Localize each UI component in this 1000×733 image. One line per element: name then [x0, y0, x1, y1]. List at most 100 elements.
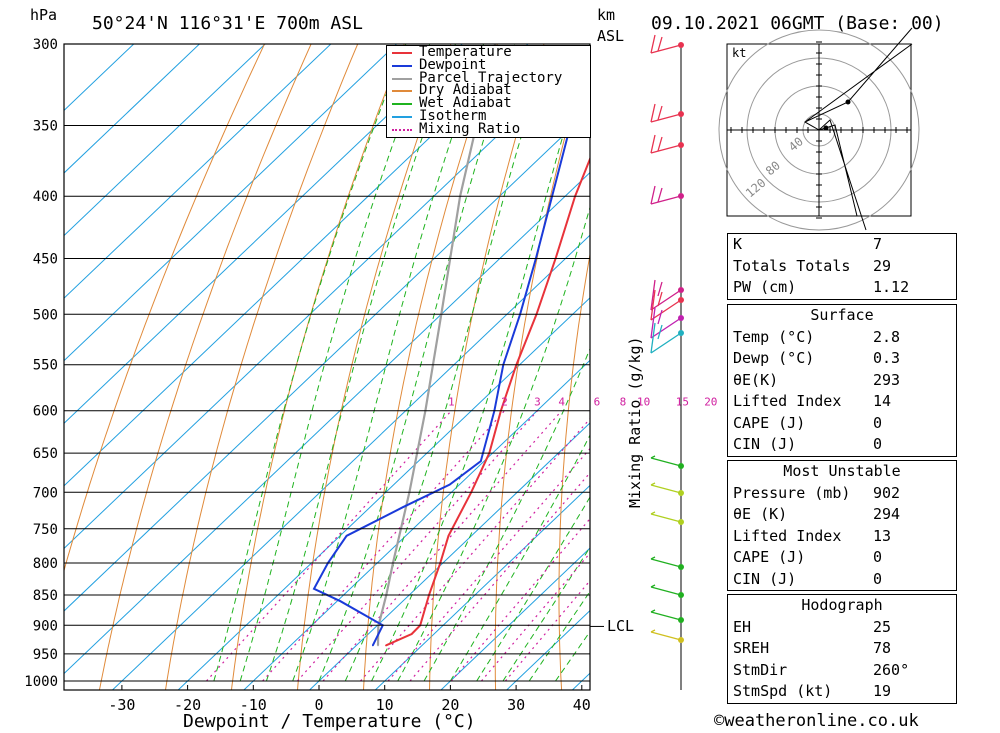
pressure-tick-label: 750 — [33, 522, 58, 538]
wet-adiabat-line — [292, 44, 485, 682]
mu-key: CIN (J) — [733, 569, 797, 588]
wind-barb-icon — [650, 185, 682, 205]
wind-barb-icon — [650, 455, 682, 467]
wind-barb-icon — [650, 556, 682, 568]
legend-entry: Wet Adiabat — [387, 95, 590, 112]
hodograph-unit: kt — [732, 46, 746, 60]
mu-row: CAPE (J) 0 — [728, 547, 956, 569]
dry-adiabat-line — [955, 8, 1000, 707]
x-tick-label: 10 — [376, 696, 394, 714]
x-tick-label: 30 — [507, 696, 525, 714]
datetime-title: 09.10.2021 06GMT (Base: 00) — [651, 13, 944, 34]
wind-barb-icon — [650, 103, 682, 123]
hodograph-table: Hodograph EH 25 SREH 78 StmDir 260° StmSpd (kt… — [727, 594, 957, 704]
wind-barb-icon — [650, 289, 682, 321]
legend-entry: Temperature — [387, 45, 590, 59]
hodo-row: SREH 78 — [728, 638, 956, 660]
surface-value: 0 — [873, 435, 883, 453]
pressure-tick-label: 400 — [33, 189, 58, 205]
most-unstable-table: Most Unstable Pressure (mb) 902 θE (K) 294 L… — [727, 460, 957, 591]
mu-value: 294 — [873, 505, 901, 523]
legend-swatch — [392, 52, 412, 54]
isotherm-line — [64, 171, 590, 675]
wind-barb-icon — [650, 482, 682, 494]
index-key: PW (cm) — [733, 278, 797, 296]
surface-key: CIN (J) — [733, 435, 797, 453]
index-value: 1.12 — [873, 278, 910, 296]
mu-key: θE (K) — [733, 505, 788, 523]
pressure-tick-label: 1000 — [24, 674, 58, 690]
temperature-line-point — [602, 125, 604, 127]
pressure-tick-label: 850 — [33, 588, 58, 604]
pressure-tick-label: 650 — [33, 446, 58, 462]
legend-swatch — [392, 90, 412, 93]
hodo-value: 19 — [873, 682, 892, 700]
surface-value: 0 — [873, 413, 883, 432]
legend-label: Wet Adiabat — [419, 95, 512, 112]
x-tick-label: 20 — [441, 696, 459, 714]
dry-adiabat-line — [429, 44, 545, 690]
surface-key: θE(K) — [733, 370, 779, 389]
wind-barb-icon — [650, 134, 682, 154]
isotherm-line — [243, 359, 590, 690]
dry-adiabat-line — [297, 44, 452, 690]
hodo-key: StmSpd (kt) — [733, 682, 833, 700]
dry-adiabat-line — [230, 44, 405, 690]
hodo-row: EH 25 — [728, 617, 956, 639]
mixing-ratio-line — [206, 410, 452, 682]
plot-frame — [63, 43, 591, 691]
dewpoint-line-point — [480, 460, 482, 462]
index-key: K — [733, 235, 743, 253]
dry-adiabat-line — [362, 44, 498, 690]
mu-value: 13 — [873, 526, 892, 545]
legend-label: Mixing Ratio — [419, 120, 521, 137]
mu-row: Lifted Index 13 — [728, 526, 956, 548]
mixing-ratio-label: 6 — [594, 396, 601, 409]
pressure-tick-label: 900 — [33, 618, 58, 634]
mixing-ratio-line — [296, 410, 538, 682]
surface-key: CAPE (J) — [733, 413, 806, 432]
surface-key: Temp (°C) — [733, 327, 815, 346]
dewpoint-line-point — [402, 506, 404, 508]
isotherm-line — [374, 484, 590, 690]
temperature-line-point — [385, 644, 387, 647]
isotherm-line — [64, 44, 398, 362]
mixing-ratio-line — [480, 552, 590, 682]
wind-barb-icon — [650, 307, 682, 339]
mixing-ratio-line — [450, 517, 590, 682]
mixing-ratio-line — [387, 447, 590, 682]
legend-entry: Isotherm — [387, 109, 590, 123]
index-value: 29 — [873, 256, 892, 275]
legend-label: Dewpoint — [419, 56, 487, 73]
surface-value: 0.3 — [873, 349, 901, 367]
isotherm-line — [64, 44, 201, 174]
isotherm-line — [64, 44, 135, 112]
isotherm-line — [177, 297, 590, 690]
legend-entry: Parcel Trajectory — [387, 71, 590, 85]
copyright-footer: ©weatheronline.co.uk — [714, 711, 919, 731]
legend-swatch — [392, 103, 412, 106]
temperature-line-point — [410, 633, 413, 635]
mixing-ratio-label: 8 — [620, 396, 627, 409]
location-title: 50°24'N 116°31'E 700m ASL — [92, 13, 363, 34]
x-tick-label: -20 — [174, 696, 201, 714]
mixing-ratio-label: 3 — [534, 396, 541, 409]
dewpoint-line-point — [371, 644, 374, 647]
x-tick-label: -10 — [240, 696, 267, 714]
surface-value: 293 — [873, 370, 901, 389]
index-value: 7 — [873, 235, 883, 253]
temperature-line-point — [639, 43, 641, 45]
wind-barb-icon — [650, 584, 682, 596]
legend-entry: Dewpoint — [387, 56, 590, 73]
dewpoint-line-point — [339, 600, 342, 603]
surface-row: Lifted Index 14 — [728, 391, 956, 413]
legend-swatch — [392, 64, 412, 67]
wind-barb-icon — [650, 322, 682, 354]
surface-title: Surface — [810, 306, 874, 324]
mixing-ratio-label: 4 — [558, 396, 565, 409]
wind-barb-icon — [650, 609, 682, 621]
dry-adiabat-line — [98, 44, 312, 690]
parcel-trajectory-line-point — [377, 625, 380, 628]
legend-entry: Dry Adiabat — [387, 83, 590, 97]
